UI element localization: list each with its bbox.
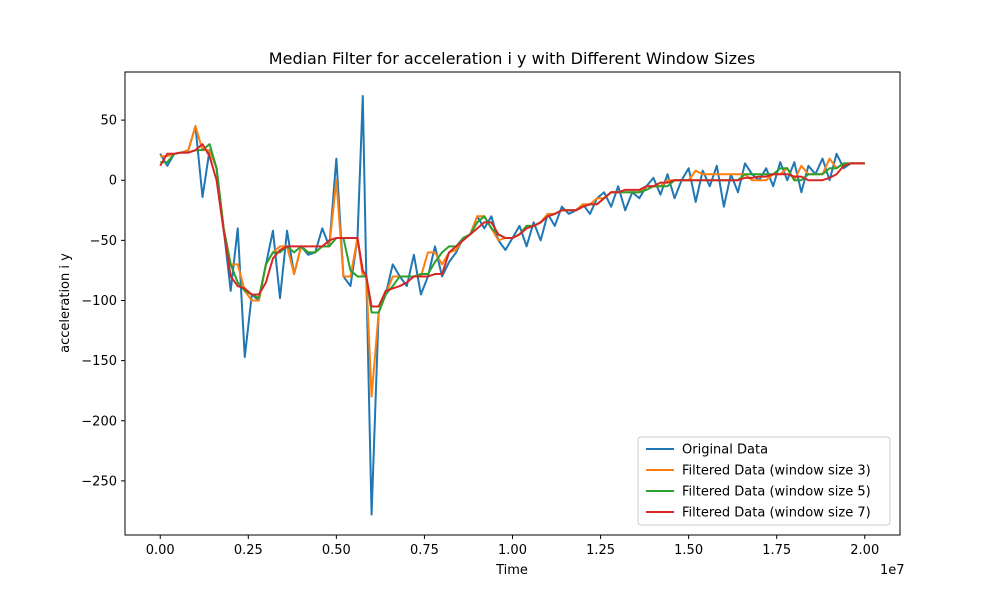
y-tick-label: −100 [81,294,117,309]
y-tick-label: −250 [81,474,117,489]
x-tick-label: 1.00 [498,543,527,558]
x-tick-label: 1.75 [762,543,791,558]
legend-label-2: Filtered Data (window size 5) [682,485,871,500]
series-lines [159,95,865,516]
x-axis-offset-label: 1e7 [880,563,905,578]
x-tick-label: 0.25 [234,543,263,558]
y-axis-title: acceleration i y [58,253,73,353]
x-tick-label: 0.00 [146,543,175,558]
y-tick-label: 0 [109,174,117,189]
legend-label-1: Filtered Data (window size 3) [682,464,871,479]
legend-label-3: Filtered Data (window size 7) [682,506,871,521]
legend: Original Data Filtered Data (window size … [637,436,891,526]
x-tick-label: 0.75 [410,543,439,558]
y-tick-label: 50 [100,114,117,129]
x-tick-label: 0.50 [322,543,351,558]
x-axis-title: Time [495,563,528,578]
series-line-3 [159,143,865,308]
legend-label-0: Original Data [682,443,768,458]
series-line-0 [159,95,865,516]
x-axis: 0.00 0.25 0.50 0.75 1.00 1.25 1.50 1.75 2.00 [146,535,879,558]
y-axis: −250 −200 −150 −100 −50 0 50 [81,114,125,489]
chart-title: Median Filter for acceleration i y with … [269,49,755,68]
x-tick-label: 2.00 [850,543,879,558]
y-tick-label: −150 [81,354,117,369]
y-tick-label: −200 [81,414,117,429]
x-tick-label: 1.25 [586,543,615,558]
x-tick-label: 1.50 [674,543,703,558]
legend-box [637,436,891,526]
y-tick-label: −50 [90,234,117,249]
